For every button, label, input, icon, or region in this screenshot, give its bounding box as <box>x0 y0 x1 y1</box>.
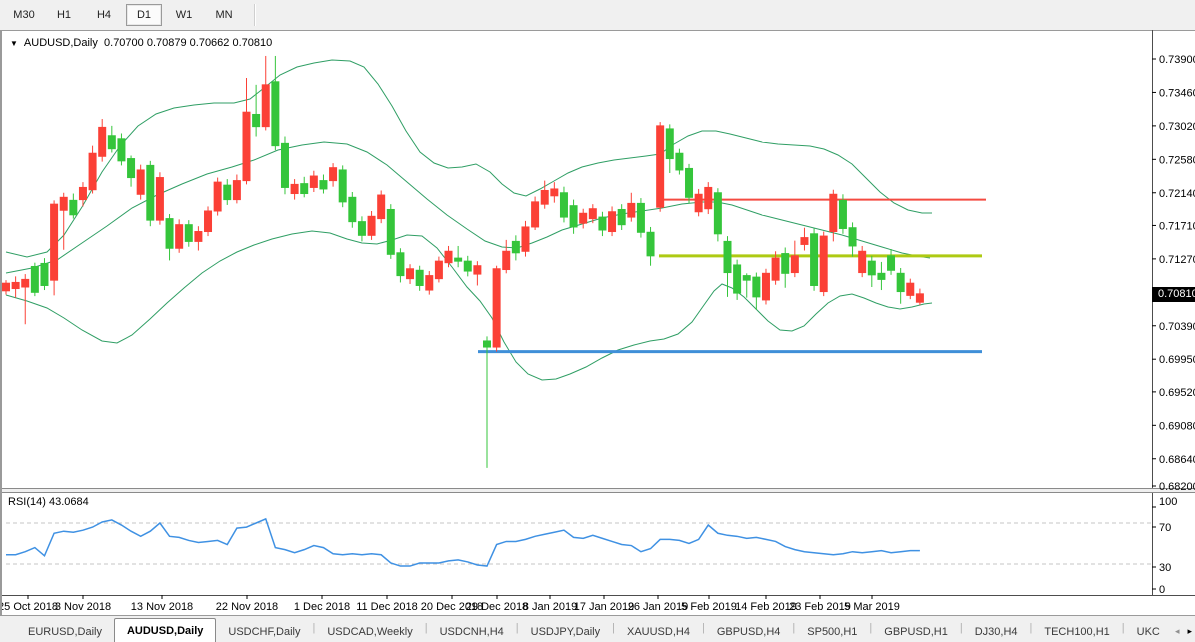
svg-text:22 Nov 2018: 22 Nov 2018 <box>216 601 278 613</box>
svg-text:14 Feb 2019: 14 Feb 2019 <box>735 601 797 613</box>
tab-separator: | <box>612 622 615 634</box>
tab-separator: | <box>792 622 796 634</box>
timeframe-toolbar: M30 H1 H4 D1 W1 MN <box>0 0 1195 31</box>
svg-text:26 Jan 2019: 26 Jan 2019 <box>628 601 689 613</box>
svg-text:0.71270: 0.71270 <box>1159 254 1195 266</box>
tab-separator: | <box>869 622 873 634</box>
tab-eurusd-daily[interactable]: EURUSD,Daily <box>28 625 102 638</box>
tab-scroll-left-icon[interactable]: ◂ <box>1174 626 1180 636</box>
svg-text:0.68200: 0.68200 <box>1159 481 1195 493</box>
svg-text:5 Feb 2019: 5 Feb 2019 <box>681 601 737 613</box>
tab-scroll-right-icon[interactable]: ▸ <box>1187 626 1192 636</box>
svg-text:25 Oct 2018: 25 Oct 2018 <box>2 601 58 613</box>
chart-window: 0.73900 0.73460 0.73020 0.72580 0.72140 0.717… <box>0 30 1195 616</box>
symbol-tabs: EURUSD,Daily AUDUSD,Daily USDCHF,Daily | USD… <box>16 616 1172 642</box>
tab-separator: | <box>424 622 428 634</box>
tab-audusd-daily[interactable]: AUDUSD,Daily <box>113 618 217 642</box>
timeframe-button-mn[interactable]: MN <box>215 9 233 21</box>
svg-text:0.69080: 0.69080 <box>1159 420 1195 432</box>
svg-text:29 Dec 2018: 29 Dec 2018 <box>466 601 528 613</box>
tab-usdcnh-h4[interactable]: USDCNH,H4 <box>439 625 504 638</box>
tab-separator: | <box>1121 622 1125 634</box>
svg-text:0.70390: 0.70390 <box>1159 321 1195 333</box>
tab-scroll-arrows: ◂ ▸ <box>1168 626 1192 637</box>
chart-symbol-label: AUDUSD,Daily <box>23 37 98 49</box>
tab-separator: | <box>312 622 316 634</box>
svg-text:0.73020: 0.73020 <box>1159 121 1195 133</box>
tab-usdcad-weekly[interactable]: USDCAD,Weekly <box>327 625 413 638</box>
svg-text:1 Dec 2018: 1 Dec 2018 <box>294 601 350 613</box>
svg-text:0: 0 <box>1159 584 1165 596</box>
svg-text:11 Dec 2018: 11 Dec 2018 <box>356 601 418 613</box>
svg-text:0.73460: 0.73460 <box>1159 87 1195 99</box>
svg-text:0.71710: 0.71710 <box>1159 220 1195 232</box>
svg-text:5 Mar 2019: 5 Mar 2019 <box>844 601 900 613</box>
tab-usdjpy-daily[interactable]: USDJPY,Daily <box>530 625 601 638</box>
svg-text:0.72140: 0.72140 <box>1159 188 1195 200</box>
timeframe-button-h1[interactable]: H1 <box>56 9 72 21</box>
timeframe-button-h4[interactable]: H4 <box>96 9 112 21</box>
svg-text:0.69950: 0.69950 <box>1159 354 1195 366</box>
timeframe-button-w1[interactable]: W1 <box>175 9 193 21</box>
chart-ohlc-values: 0.70700 0.70879 0.70662 0.70810 <box>104 37 273 49</box>
svg-text:23 Feb 2019: 23 Feb 2019 <box>789 601 851 613</box>
tab-dj30-h4[interactable]: DJ30,H4 <box>974 625 1018 638</box>
svg-text:20 Dec 2018: 20 Dec 2018 <box>421 601 483 613</box>
tab-sp500-h1[interactable]: SP500,H1 <box>807 625 858 638</box>
tab-gbpusd-h4[interactable]: GBPUSD,H4 <box>716 625 781 638</box>
svg-text:0.68640: 0.68640 <box>1159 454 1195 466</box>
timeframe-button-m30[interactable]: M30 <box>13 9 35 21</box>
tab-separator: | <box>1029 622 1033 634</box>
tab-tech100-h1[interactable]: TECH100,H1 <box>1044 625 1110 638</box>
tab-ukc[interactable]: UKC <box>1136 625 1160 638</box>
rsi-indicator-label: RSI(14) 43.0684 <box>8 496 89 508</box>
tab-separator: | <box>515 622 519 634</box>
tab-xauusd-h4[interactable]: XAUUSD,H4 <box>627 625 690 638</box>
symbol-tabbar: EURUSD,Daily AUDUSD,Daily USDCHF,Daily | USD… <box>0 616 1195 642</box>
svg-text:0.73900: 0.73900 <box>1159 54 1195 66</box>
svg-text:8 Jan 2019: 8 Jan 2019 <box>523 601 577 613</box>
svg-text:3 Nov 2018: 3 Nov 2018 <box>55 601 111 613</box>
symbol-dropdown-icon[interactable]: ▼ <box>10 39 18 48</box>
chart-canvas[interactable]: 0.73900 0.73460 0.73020 0.72580 0.72140 0.717… <box>2 30 1195 616</box>
svg-text:0.72580: 0.72580 <box>1159 154 1195 166</box>
svg-text:70: 70 <box>1159 522 1171 534</box>
svg-text:30: 30 <box>1159 562 1171 574</box>
svg-text:17 Jan 2019: 17 Jan 2019 <box>574 601 635 613</box>
chart-title: ▼ AUDUSD,Daily 0.70700 0.70879 0.70662 0.… <box>10 37 272 49</box>
tab-usdchf-daily[interactable]: USDCHF,Daily <box>228 625 301 638</box>
tab-gbpusd-h1[interactable]: GBPUSD,H1 <box>884 625 948 638</box>
tab-separator: | <box>701 622 705 634</box>
current-price-badge: 0.70810 <box>1152 286 1195 302</box>
svg-text:13 Nov 2018: 13 Nov 2018 <box>131 601 193 613</box>
tab-separator: | <box>959 622 963 634</box>
svg-text:100: 100 <box>1159 496 1177 508</box>
timeframe-button-d1[interactable]: D1 <box>126 4 162 26</box>
toolbar-separator <box>254 4 256 26</box>
svg-text:0.69520: 0.69520 <box>1159 387 1195 399</box>
